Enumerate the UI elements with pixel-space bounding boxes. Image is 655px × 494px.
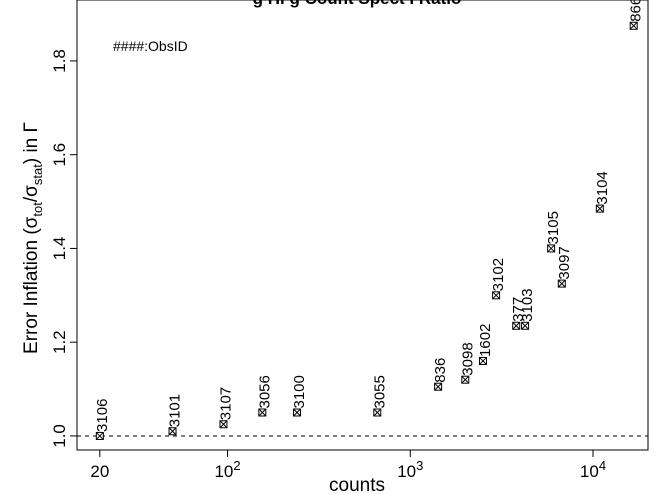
point-label: 3097: [556, 246, 573, 279]
y-tick-label: 1.8: [50, 49, 69, 73]
data-point: 3101: [167, 394, 184, 435]
point-label: 3101: [167, 394, 184, 427]
point-label: 866: [628, 0, 645, 22]
data-point: 3107: [217, 387, 234, 428]
data-point: 3100: [291, 375, 308, 416]
point-label: 3105: [545, 211, 562, 244]
y-tick-label: 1.0: [50, 424, 69, 448]
y-tick-label: 1.2: [50, 330, 69, 354]
data-point: 3055: [371, 375, 388, 416]
point-label: 836: [432, 358, 449, 383]
data-point: 3056: [256, 375, 273, 416]
y-tick-label: 1.4: [50, 237, 69, 261]
point-label: 3056: [256, 375, 273, 408]
data-point: 866: [628, 0, 645, 29]
chart-title: g Hi g Count Spect I Ratio: [253, 0, 462, 8]
x-axis-label: counts: [329, 475, 385, 494]
point-label: 3107: [217, 387, 234, 420]
x-tick-label: 103: [397, 458, 423, 481]
point-label: 3103: [519, 288, 536, 321]
y-axis-label: Error Inflation (σtot/σstat) in Γ: [21, 122, 45, 354]
point-label: 3102: [490, 258, 507, 291]
point-label: 3098: [459, 342, 476, 375]
data-point: 1602: [477, 324, 494, 365]
y-axis-label-sub2: stat: [30, 164, 45, 185]
y-axis-label-suffix: ) in Γ: [21, 122, 42, 164]
data-point: 3103: [519, 288, 536, 329]
point-label: 3055: [371, 375, 388, 408]
y-axis-label-sub1: tot: [30, 202, 45, 217]
data-point: 3097: [556, 246, 573, 287]
point-label: 1602: [477, 324, 494, 357]
data-point: 836: [432, 358, 449, 391]
point-label: 3104: [594, 171, 611, 204]
annotation: ####:ObsID: [113, 38, 188, 54]
point-label: 3106: [94, 399, 111, 432]
x-tick-label: 102: [214, 458, 240, 481]
data-point: 3105: [545, 211, 562, 252]
data-point: 3106: [94, 399, 111, 440]
y-axis-ticks: 1.0 1.2 1.4 1.6 1.8: [50, 49, 77, 448]
y-axis-label-prefix: Error Inflation (σ: [21, 216, 42, 354]
x-tick-label: 104: [580, 458, 606, 481]
y-axis-label-mid: /σ: [21, 185, 42, 202]
plot-frame: [77, 0, 648, 450]
x-tick-label: 20: [90, 462, 109, 481]
data-point: 3098: [459, 342, 476, 383]
data-point: 3102: [490, 258, 507, 299]
point-label: 3100: [291, 375, 308, 408]
data-point: 3104: [594, 171, 611, 212]
plot-border: [77, 0, 648, 450]
y-tick-label: 1.6: [50, 143, 69, 167]
